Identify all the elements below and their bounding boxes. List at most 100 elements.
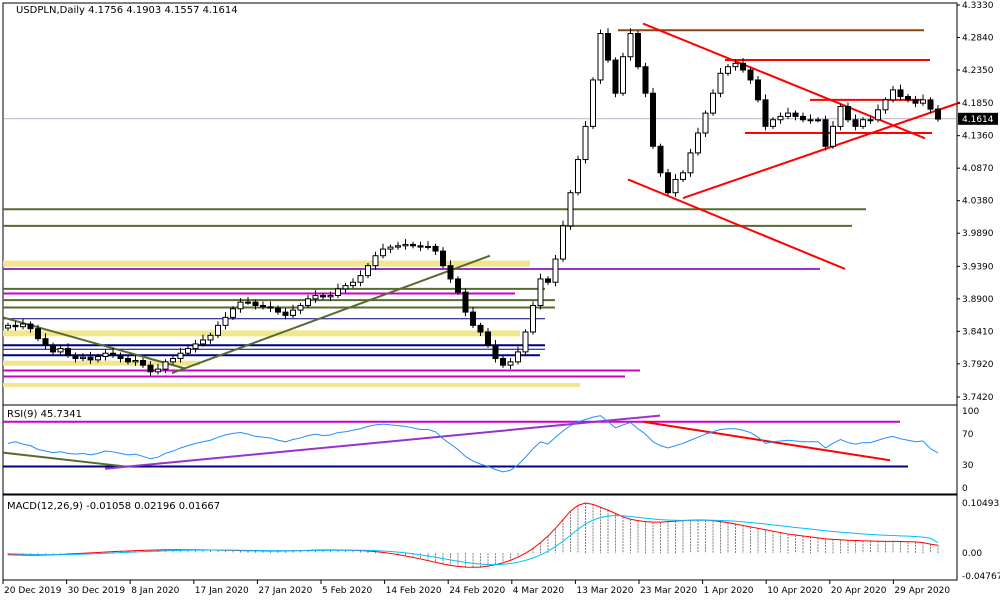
- candle-body: [905, 96, 911, 101]
- candle-body: [72, 354, 79, 360]
- date-tick-label: 20 Dec 2019: [4, 586, 62, 596]
- candle-body: [110, 352, 116, 356]
- candle-body: [642, 66, 649, 94]
- candle-body: [635, 33, 641, 68]
- candle-body: [215, 324, 221, 336]
- price-tick-label: 4.1360: [962, 132, 994, 142]
- candle-body: [170, 358, 176, 363]
- candle-body: [372, 255, 379, 267]
- candle-body: [582, 125, 589, 161]
- candle-body: [852, 119, 859, 127]
- date-tick-label: 8 Jan 2020: [131, 586, 179, 596]
- candle-body: [777, 115, 784, 121]
- rsi-red-trend: [642, 420, 891, 462]
- candle-body: [477, 324, 484, 333]
- symbol-label: USDPLN,Daily: [16, 5, 85, 16]
- candle-body: [822, 119, 829, 147]
- last-price-label: 4.1614: [962, 115, 994, 125]
- price-tick-label: 3.8900: [962, 295, 994, 305]
- candle-body: [627, 33, 634, 58]
- candle-body: [920, 99, 926, 104]
- date-tick-label: 23 Mar 2020: [640, 586, 697, 596]
- candle-body: [207, 334, 214, 341]
- candle-body: [462, 291, 469, 313]
- candle-body: [335, 288, 341, 297]
- candle-body: [102, 352, 109, 358]
- candle-body: [440, 250, 446, 267]
- rsi-tick-label: 100: [962, 407, 979, 417]
- candle-body: [417, 245, 424, 248]
- candle-body: [545, 278, 551, 283]
- candle-body: [245, 301, 251, 304]
- candle-body: [57, 348, 64, 353]
- date-tick-label: 29 Apr 2020: [894, 586, 950, 596]
- rsi-tick-label: 0: [962, 484, 968, 494]
- price-tick-label: 4.0870: [962, 164, 994, 174]
- candle-body: [530, 304, 536, 333]
- candle-body: [305, 298, 311, 306]
- candle-body: [890, 89, 896, 101]
- rsi-purple-trend: [104, 414, 661, 470]
- candle-body: [927, 99, 934, 110]
- candle-body: [747, 69, 754, 81]
- candle-body: [815, 119, 821, 122]
- date-tick-label: 1 Apr 2020: [704, 586, 754, 596]
- rsi-tick-label: 30: [962, 461, 974, 471]
- date-tick-label: 24 Feb 2020: [449, 586, 505, 596]
- upper-wedge-line: [642, 22, 926, 140]
- candle-body: [177, 352, 184, 360]
- date-tick-label: 17 Jan 2020: [195, 586, 249, 596]
- macd-panel-frame: [2, 494, 958, 581]
- candle-body: [357, 275, 364, 283]
- candle-body: [387, 246, 394, 250]
- ohlc-readout: 4.1756 4.1903 4.1557 4.1614: [88, 5, 238, 16]
- candle-body: [710, 92, 716, 114]
- candle-body: [762, 99, 769, 127]
- price-tick-label: 3.9890: [962, 229, 994, 239]
- candle-body: [297, 304, 304, 311]
- candle-body: [522, 331, 529, 353]
- candle-body: [597, 33, 604, 81]
- macd-line: [7, 502, 939, 568]
- candle-body: [65, 348, 71, 356]
- candle-body: [87, 356, 94, 361]
- candle-body: [80, 356, 86, 360]
- candle-body: [717, 72, 724, 94]
- candle-body: [410, 243, 416, 247]
- candle-body: [837, 105, 844, 127]
- candle-body: [650, 92, 656, 147]
- date-tick-label: 30 Dec 2019: [68, 586, 126, 596]
- candle-body: [875, 109, 881, 121]
- candle-body: [800, 115, 806, 121]
- candle-body: [845, 105, 851, 121]
- candle-body: [470, 311, 476, 326]
- candle-body: [897, 89, 904, 98]
- candle-body: [350, 281, 356, 287]
- candle-body: [590, 79, 596, 127]
- candle-body: [42, 338, 49, 346]
- candle-body: [200, 339, 206, 345]
- candle-body: [365, 265, 371, 277]
- candle-body: [680, 172, 686, 180]
- candle-body: [935, 108, 941, 120]
- candle-body: [867, 119, 874, 122]
- candle-body: [515, 351, 521, 363]
- candle-body: [830, 125, 836, 147]
- macd-tick-label: 0.00: [962, 549, 982, 559]
- candle-body: [912, 99, 919, 104]
- candle-body: [492, 344, 499, 360]
- price-tick-label: 4.1850: [962, 99, 994, 109]
- rsi-line: [7, 415, 939, 473]
- candle-body: [267, 306, 274, 309]
- candle-body: [882, 99, 889, 111]
- wedge-support-line: [682, 101, 961, 199]
- candle-body: [192, 343, 199, 350]
- candle-body: [695, 132, 701, 154]
- date-tick-label: 13 Mar 2020: [576, 586, 633, 596]
- date-tick-label: 5 Feb 2020: [322, 586, 373, 596]
- date-tick-label: 14 Feb 2020: [386, 586, 442, 596]
- candle-body: [12, 324, 19, 328]
- candle-body: [740, 62, 746, 71]
- price-tick-label: 3.8410: [962, 327, 994, 337]
